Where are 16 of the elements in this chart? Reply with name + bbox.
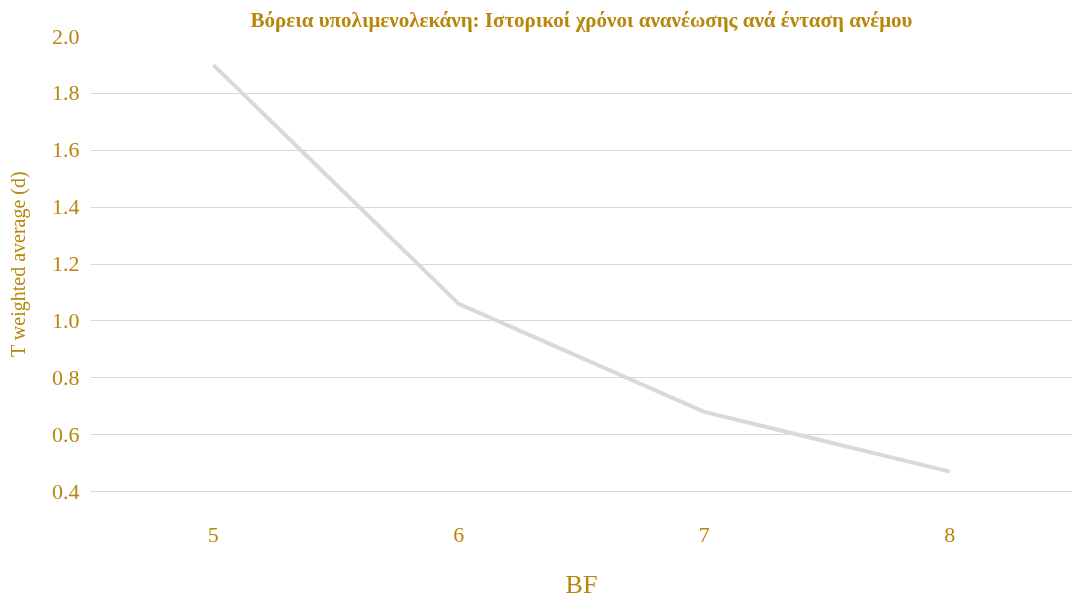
x-tick-label: 8 xyxy=(944,521,956,547)
y-tick-label: 1.6 xyxy=(52,137,80,163)
x-tick-label: 5 xyxy=(207,521,219,547)
x-axis-title: BF xyxy=(565,569,598,599)
y-tick-label: 1.0 xyxy=(52,307,80,333)
x-tick-label: 7 xyxy=(698,521,710,547)
y-tick-label: 1.2 xyxy=(52,251,80,276)
y-tick-label: 2.0 xyxy=(52,23,80,49)
x-tick-label: 6 xyxy=(453,521,465,547)
y-tick-label: 0.8 xyxy=(52,364,80,390)
y-axis-title: T weighted average (d) xyxy=(7,171,30,358)
y-tick-label: 1.4 xyxy=(52,194,80,220)
y-tick-label: 1.8 xyxy=(52,80,80,106)
y-tick-label: 0.6 xyxy=(52,421,80,447)
chart-title: Βόρεια υπολιμενολεκάνη: Ιστορικοί χρόνοι ανανέωσης ανά ένταση ανέμου xyxy=(250,7,913,32)
y-tick-label: 0.4 xyxy=(52,478,80,504)
